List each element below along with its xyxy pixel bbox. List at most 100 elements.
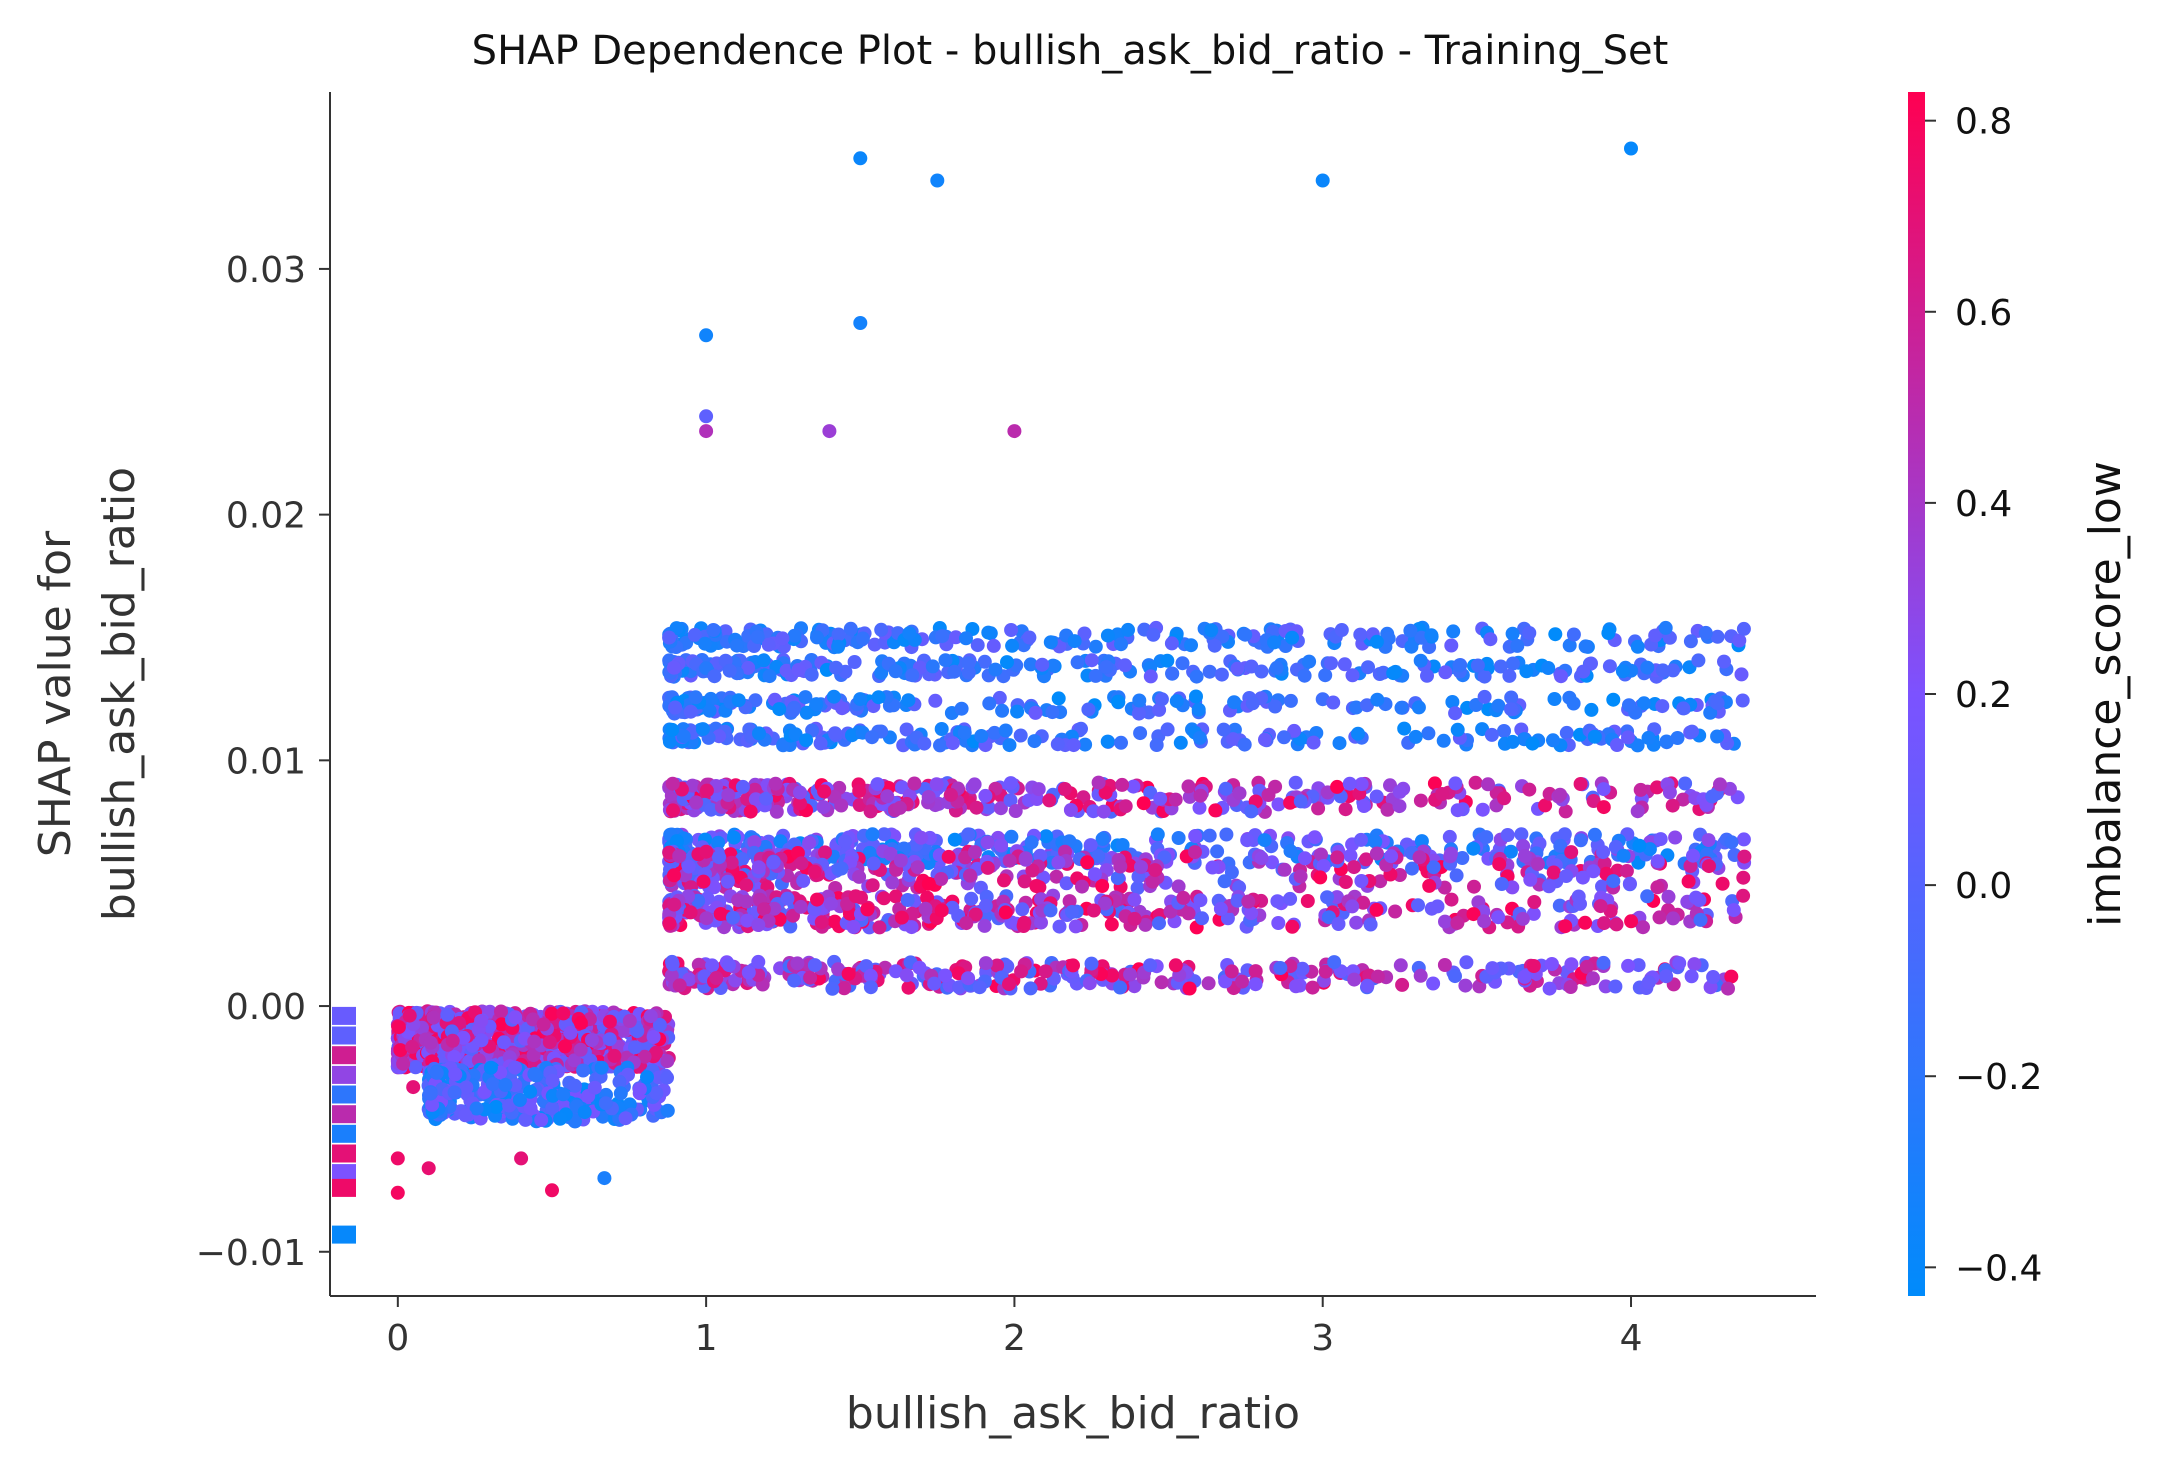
- scatter-point-band-9: [977, 918, 992, 933]
- scatter-point-band-9: [780, 891, 795, 906]
- scatter-point-band-0: [447, 1049, 462, 1064]
- scatter-point-band-6: [1468, 775, 1483, 790]
- scatter-point-band-6: [793, 796, 807, 811]
- scatter-point: [699, 424, 714, 439]
- scatter-point-band-9: [1015, 902, 1030, 917]
- scatter-point-band-8: [1494, 877, 1509, 891]
- scatter-point-band-2: [1522, 626, 1537, 640]
- scatter-point-band-9: [667, 897, 682, 912]
- scatter-point-band-5: [865, 730, 879, 745]
- scatter-point-band-7: [980, 835, 995, 850]
- scatter-point-band-8: [934, 872, 949, 886]
- scatter-point-band-3: [1734, 667, 1749, 682]
- scatter-point-band-10: [1327, 955, 1342, 970]
- scatter-point-band-1: [483, 1060, 498, 1075]
- scatter-point-band-4: [1349, 700, 1364, 715]
- scatter-point-band-4: [809, 697, 824, 712]
- scatter-point-band-1: [545, 1101, 560, 1116]
- scatter-point-band-6: [1596, 782, 1611, 797]
- scatter-point-band-6: [1558, 804, 1573, 819]
- scatter-point-band-6: [1168, 792, 1183, 807]
- scatter-point-band-10: [1706, 970, 1721, 984]
- scatter-point-band-9: [918, 901, 933, 916]
- scatter-point-band-5: [1074, 721, 1088, 736]
- nan-marker: [332, 1046, 356, 1065]
- scatter-point-band-8: [1145, 874, 1160, 889]
- scatter-point-band-8: [1405, 861, 1419, 876]
- scatter-point-band-10: [1082, 976, 1097, 991]
- scatter-point-band-2: [1100, 628, 1115, 643]
- colorbar-label: imbalance_score_low: [2080, 461, 2131, 927]
- scatter-point-band-4: [1131, 706, 1146, 721]
- scatter-point-band-7: [1283, 844, 1298, 859]
- scatter-point-band-2: [1067, 634, 1082, 649]
- scatter-point-band-6: [929, 777, 944, 792]
- scatter-point-band-4: [1394, 700, 1409, 715]
- scatter-point-band-7: [1557, 827, 1572, 842]
- scatter-point-band-8: [1080, 855, 1095, 870]
- scatter-point-band-7: [1616, 848, 1631, 863]
- scatter-point-band-10: [1564, 957, 1579, 972]
- scatter-point-band-9: [888, 889, 903, 904]
- scatter-point-band-1: [508, 1060, 522, 1075]
- scatter-point-band-6: [993, 801, 1008, 816]
- scatter-point-band-2: [1648, 628, 1663, 643]
- scatter-point-band-2: [970, 638, 985, 653]
- scatter-point-band-8: [794, 856, 809, 871]
- scatter-point-band-2: [1601, 626, 1616, 641]
- scatter-point-band-8: [893, 853, 908, 868]
- scatter-point-band-3: [1554, 669, 1568, 684]
- nan-marker: [332, 1026, 356, 1045]
- scatter-point-band-6: [907, 776, 922, 791]
- scatter-point-band-2: [1578, 639, 1593, 654]
- scatter-point-band-8: [1293, 869, 1308, 884]
- scatter-point-band-9: [1688, 890, 1703, 905]
- scatter-point-band-10: [1084, 956, 1099, 971]
- colorbar-tick-label: 0.2: [1955, 675, 2012, 716]
- scatter-point-band-5: [1559, 725, 1574, 740]
- scatter-point-band-6: [1357, 799, 1371, 813]
- scatter-point-band-2: [1285, 630, 1300, 645]
- scatter-point-band-6: [1676, 792, 1690, 807]
- scatter-point-band-1: [429, 1065, 444, 1080]
- scatter-point-band-0: [508, 1010, 523, 1025]
- scatter-point-band-9: [1624, 914, 1639, 929]
- scatter-point-band-5: [1710, 729, 1725, 744]
- scatter-point-band-10: [978, 956, 993, 971]
- scatter-point-band-5: [1173, 735, 1188, 750]
- scatter-point-band-10: [1182, 981, 1197, 996]
- scatter-point-band-9: [1043, 903, 1058, 918]
- scatter-point-band-9: [1086, 903, 1101, 918]
- scatter-point-band-9: [1349, 915, 1364, 930]
- scatter-point-band-7: [1202, 828, 1217, 843]
- scatter-point-band-8: [1384, 849, 1399, 864]
- scatter-point-band-6: [1063, 803, 1078, 817]
- scatter-point-band-10: [1248, 964, 1263, 979]
- scatter-point-band-6: [743, 804, 758, 819]
- scatter-point-band-0: [567, 1053, 582, 1068]
- scatter-point-band-3: [1337, 657, 1352, 672]
- scatter-point-band-1: [458, 1108, 473, 1123]
- scatter-point-band-5: [1621, 730, 1635, 745]
- scatter-point-band-2: [1698, 625, 1713, 640]
- scatter-point-band-2: [981, 625, 996, 640]
- scatter-point-band-6: [1435, 787, 1450, 801]
- scatter-point-band-6: [1261, 788, 1276, 802]
- scatter-point-band-0: [602, 1032, 617, 1047]
- scatter-point-band-1: [660, 1103, 675, 1118]
- scatter-point-band-6: [793, 785, 807, 800]
- scatter-point-band-10: [1395, 977, 1410, 992]
- scatter-point-band-10: [901, 980, 916, 995]
- scatter-point: [930, 173, 945, 188]
- scatter-point-band-8: [1412, 850, 1427, 865]
- scatter-point-band-0: [405, 1039, 420, 1054]
- scatter-point-band-3: [925, 659, 940, 674]
- scatter-point-band-7: [1668, 830, 1683, 845]
- scatter-point-band-6: [1586, 794, 1601, 808]
- scatter-point-band-3: [1655, 663, 1670, 678]
- scatter-point-band-6: [892, 800, 907, 815]
- scatter-point-band-9: [959, 916, 974, 931]
- scatter-point-band-6: [1633, 782, 1648, 797]
- scatter-point-band-7: [1171, 831, 1186, 845]
- scatter-point-band-4: [928, 693, 943, 708]
